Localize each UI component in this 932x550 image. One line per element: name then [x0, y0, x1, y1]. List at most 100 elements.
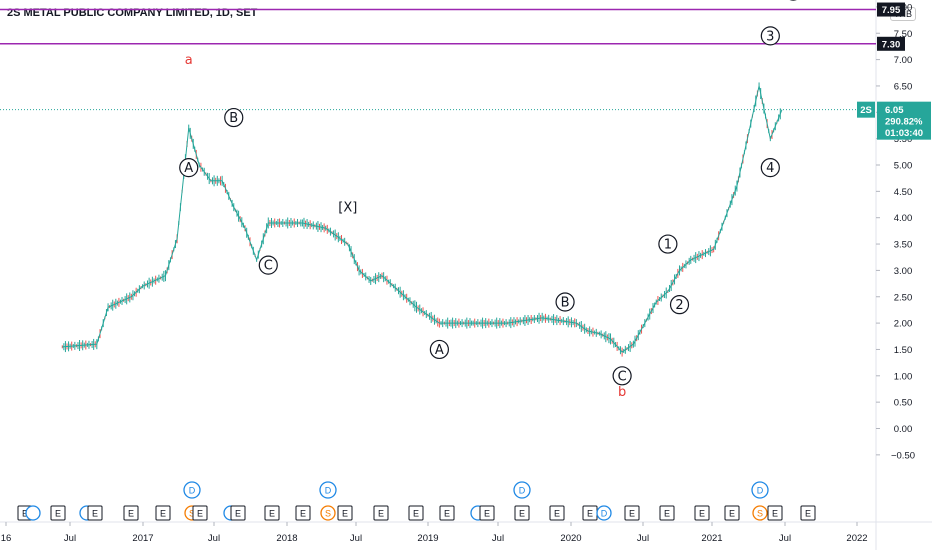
earnings-marker [694, 505, 710, 521]
earnings-marker-label: E [729, 509, 735, 519]
wave-label-circle [224, 107, 244, 128]
wave-label: A [435, 343, 444, 358]
x-tick-label: 2022 [846, 533, 867, 544]
y-tick-label: 1.00 [894, 371, 913, 382]
wave-label: b [618, 385, 626, 400]
split-marker-label: S [757, 509, 763, 519]
x-tick-label: Jul [350, 533, 362, 544]
earnings-marker [800, 505, 816, 521]
earnings-marker [264, 505, 280, 521]
dividend-marker-label: D [601, 509, 608, 519]
wave-label-circle [760, 158, 780, 178]
earnings-marker-label: E [92, 509, 98, 519]
last-price-text: 01:03:40 [885, 128, 923, 139]
earnings-marker [87, 505, 103, 521]
split-marker-label: S [189, 509, 195, 519]
y-tick-label: 4.50 [894, 187, 913, 198]
x-tick-label: 16 [1, 533, 12, 544]
earnings-marker [155, 505, 171, 521]
dividend-marker [513, 481, 531, 499]
earnings-marker [230, 505, 246, 521]
price-series-line [62, 85, 783, 353]
last-price-text: 6.05 [885, 105, 904, 116]
y-tick-label: 4.00 [894, 213, 913, 224]
dividend-marker-label: D [325, 486, 332, 496]
x-tick-label: 2019 [417, 533, 438, 544]
earnings-marker [337, 505, 353, 521]
wave-label: B [229, 111, 238, 126]
x-tick-label: Jul [637, 533, 649, 544]
earnings-marker-label: E [342, 509, 348, 519]
y-tick-label: 1.50 [894, 345, 913, 356]
earnings-marker [123, 505, 139, 521]
earnings-marker [624, 505, 640, 521]
earnings-marker [767, 505, 783, 521]
dividend-marker-label: D [519, 486, 526, 496]
wave-label: B [561, 296, 570, 311]
y-tick-label: −0.50 [891, 450, 915, 461]
earnings-marker [724, 505, 740, 521]
earnings-marker [479, 505, 495, 521]
wave-label: 4 [766, 161, 774, 176]
wave-label: [X] [338, 201, 357, 216]
x-tick-label: 2020 [560, 533, 581, 544]
y-tick-label: 6.50 [894, 81, 913, 92]
dividend-marker-label: D [757, 486, 764, 496]
earnings-marker-label: E [160, 509, 166, 519]
wave-label-circle [612, 366, 632, 386]
earnings-marker-label: E [664, 509, 670, 519]
wave-label-circle [179, 158, 199, 178]
earnings-marker-label: E [300, 509, 306, 519]
split-marker-label: S [325, 509, 331, 519]
wave-label-circle [258, 255, 278, 275]
earnings-marker [408, 505, 424, 521]
wave-label: C [618, 369, 627, 384]
y-tick-label: 7.00 [894, 55, 913, 66]
earnings-marker [514, 505, 530, 521]
earnings-marker-label: E [554, 509, 560, 519]
earnings-marker-label: E [235, 509, 241, 519]
earnings-marker-label: E [444, 509, 450, 519]
earnings-marker-label: E [269, 509, 275, 519]
wave-label-circle [658, 234, 678, 254]
earnings-marker-label: E [484, 509, 490, 519]
y-tick-label: 2.00 [894, 319, 913, 330]
dividend-marker [596, 505, 612, 521]
x-tick-label: Jul [492, 533, 504, 544]
dividend-marker [751, 481, 769, 499]
y-tick-label: 7.50 [894, 29, 913, 40]
split-marker [752, 505, 768, 521]
earnings-marker [50, 505, 66, 521]
earnings-marker-label: E [22, 509, 28, 519]
x-tick-label: Jul [208, 533, 220, 544]
y-tick-label: 2.50 [894, 292, 913, 303]
earnings-marker [295, 505, 311, 521]
wave-label: C [264, 259, 273, 274]
y-tick-label: 5.00 [894, 161, 913, 172]
symbol-tag-label: 2S [860, 105, 872, 116]
wave-label-circle [760, 26, 780, 46]
x-tick-label: Jul [779, 533, 791, 544]
earnings-marker-label: E [413, 509, 419, 519]
x-tick-label: 2021 [701, 533, 722, 544]
earnings-marker-label: E [629, 509, 635, 519]
wave-label-circle [555, 292, 575, 312]
earnings-marker-label: E [699, 509, 705, 519]
wave-label: 1 [664, 238, 672, 253]
y-tick-label: 0.00 [894, 424, 913, 435]
dividend-marker-label: D [189, 486, 196, 496]
price-tag [877, 2, 905, 17]
earnings-marker [659, 505, 675, 521]
earnings-marker-label: E [197, 509, 203, 519]
y-tick-label: 0.50 [894, 398, 913, 409]
wave-label: 3 [766, 29, 774, 44]
price-tag-label: 7.95 [882, 5, 901, 16]
y-tick-label: 3.50 [894, 240, 913, 251]
symbol-tag [857, 101, 875, 118]
earnings-marker-label: E [805, 509, 811, 519]
earnings-marker [373, 505, 389, 521]
earnings-marker [439, 505, 455, 521]
last-price-box [877, 101, 931, 140]
dividend-marker [25, 505, 41, 521]
